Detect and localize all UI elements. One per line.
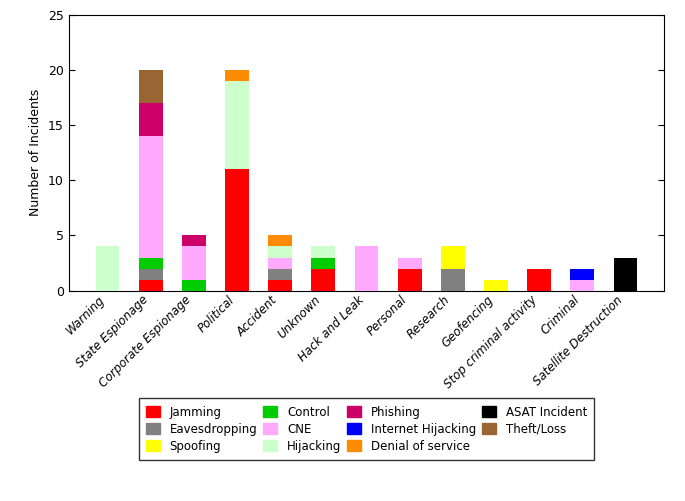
Bar bbox=[312, 269, 335, 291]
Bar bbox=[225, 81, 249, 169]
Bar bbox=[269, 280, 292, 291]
Legend: Jamming, Eavesdropping, Spoofing, Control, CNE, Hijacking, Phishing, Internet Hi: Jamming, Eavesdropping, Spoofing, Contro… bbox=[139, 398, 594, 460]
Bar bbox=[571, 280, 594, 291]
Bar bbox=[139, 280, 162, 291]
Y-axis label: Number of Incidents: Number of Incidents bbox=[29, 89, 42, 216]
Bar bbox=[225, 70, 249, 81]
Bar bbox=[225, 169, 249, 291]
Bar bbox=[484, 280, 508, 291]
Bar bbox=[269, 258, 292, 269]
Bar bbox=[441, 246, 464, 269]
Bar bbox=[139, 258, 162, 269]
Bar bbox=[312, 246, 335, 258]
Bar bbox=[527, 269, 551, 291]
Bar bbox=[398, 269, 421, 291]
Bar bbox=[441, 269, 464, 291]
Bar bbox=[269, 246, 292, 258]
Bar bbox=[139, 70, 162, 103]
Bar bbox=[269, 269, 292, 280]
Bar bbox=[139, 103, 162, 136]
Bar bbox=[139, 136, 162, 258]
Bar bbox=[355, 246, 378, 291]
Bar bbox=[96, 246, 119, 291]
Bar bbox=[139, 269, 162, 280]
Bar bbox=[182, 280, 206, 291]
Bar bbox=[571, 269, 594, 280]
Bar bbox=[312, 258, 335, 269]
Bar bbox=[182, 235, 206, 246]
Bar bbox=[182, 246, 206, 280]
Bar bbox=[614, 258, 637, 291]
Bar bbox=[269, 235, 292, 246]
Bar bbox=[398, 258, 421, 269]
